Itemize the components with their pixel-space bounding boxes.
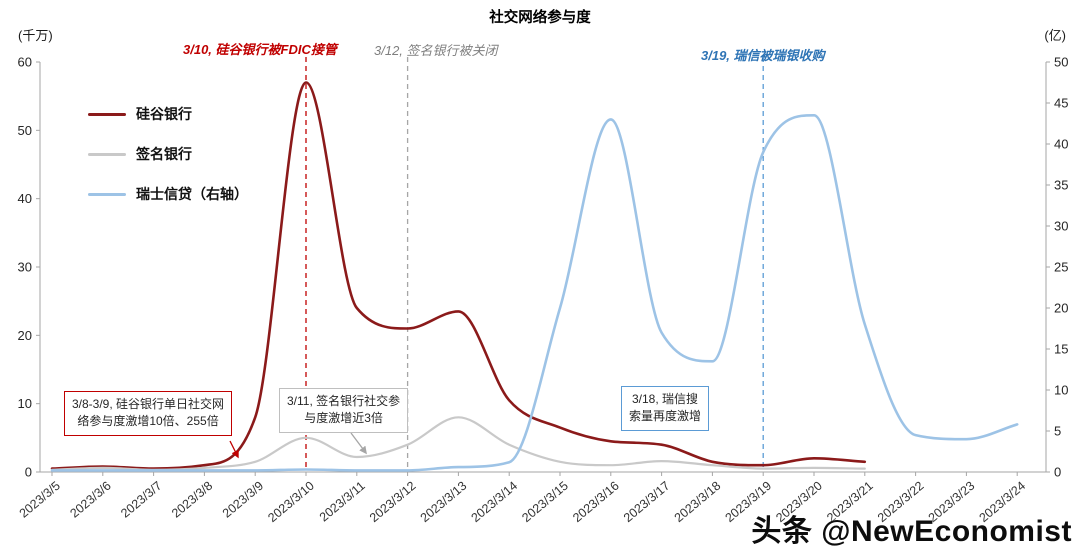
y-axis-right-tick-label: 15 <box>1054 342 1068 357</box>
legend-label-svb: 硅谷银行 <box>136 106 192 122</box>
y-axis-right-tick-label: 45 <box>1054 96 1068 111</box>
legend-item-credit-suisse: 瑞士信贷（右轴） <box>88 184 248 204</box>
callout-arrow-signature <box>350 432 367 455</box>
series-line-credit-suisse <box>50 114 1019 472</box>
y-axis-right-tick-label: 25 <box>1054 260 1068 275</box>
y-axis-right-tick-label: 30 <box>1054 219 1068 234</box>
legend-swatch-credit-suisse <box>88 192 126 196</box>
y-axis-left-tick-label: 40 <box>18 191 32 206</box>
series-line-signature <box>50 416 866 471</box>
y-axis-right-tick-label: 40 <box>1054 137 1068 152</box>
callout-svb-line: 3/8-3/9, 硅谷银行单日社交网 <box>72 397 225 411</box>
legend-item-svb: 硅谷银行 <box>88 104 192 124</box>
callout-credit-suisse: 3/18, 瑞信搜 索量再度激增 <box>621 386 710 431</box>
callout-arrow-svb <box>229 440 239 459</box>
x-axis-tick-label: 2023/3/9 <box>220 479 266 521</box>
x-axis-tick-label: 2023/3/6 <box>67 479 113 521</box>
legend-swatch-svb <box>88 112 126 116</box>
x-axis-tick-label: 2023/3/12 <box>367 479 419 526</box>
callout-signature-line: 与度激增近3倍 <box>304 411 383 426</box>
x-axis-tick-label: 2023/3/5 <box>17 479 63 521</box>
x-axis-tick-label: 2023/3/7 <box>118 479 164 521</box>
y-axis-right-tick-label: 0 <box>1054 465 1061 480</box>
callout-svb: 3/8-3/9, 硅谷银行单日社交网 络参与度激增10倍、255倍 <box>64 391 233 436</box>
legend-swatch-signature <box>88 152 126 156</box>
y-axis-left-tick-label: 50 <box>18 123 32 138</box>
legend-item-signature: 签名银行 <box>88 144 192 164</box>
y-axis-left-tick-label: 0 <box>25 465 32 480</box>
y-axis-right-tick-label: 10 <box>1054 383 1068 398</box>
y-axis-left-tick-label: 10 <box>18 396 32 411</box>
x-axis-tick-label: 2023/3/10 <box>265 479 317 526</box>
left-axis-unit-label: (千万) <box>18 28 53 43</box>
y-axis-right-tick-label: 35 <box>1054 178 1068 193</box>
callout-signature-line: 3/11, 签名银行社交参 <box>287 394 401 408</box>
x-axis-tick-label: 2023/3/14 <box>469 479 521 526</box>
watermark: 头条 @NewEconomist <box>751 515 1072 548</box>
y-axis-left-tick-label: 60 <box>18 55 32 70</box>
x-axis-tick-label: 2023/3/13 <box>418 479 470 526</box>
event-label-ubs-acquisition: 3/19, 瑞信被瑞银收购 <box>701 48 825 63</box>
x-axis-tick-label: 2023/3/15 <box>519 479 571 526</box>
chart-title: 社交网络参与度 <box>489 10 591 26</box>
legend-label-signature: 签名银行 <box>136 146 192 162</box>
callout-credit-suisse-line: 3/18, 瑞信搜 <box>631 392 699 406</box>
event-label-fdic-takeover: 3/10, 硅谷银行被FDIC接管 <box>183 42 337 57</box>
y-axis-right-tick-label: 50 <box>1054 55 1068 70</box>
y-axis-left-tick-label: 30 <box>18 260 32 275</box>
x-axis-tick-label: 2023/3/11 <box>317 479 368 525</box>
callout-credit-suisse-line: 索量再度激增 <box>629 409 702 424</box>
event-label-signature-closed: 3/12, 签名银行被关闭 <box>374 43 498 58</box>
x-axis-tick-label: 2023/3/18 <box>672 479 724 526</box>
legend-label-credit-suisse: 瑞士信贷（右轴） <box>136 186 248 202</box>
series-line-svb <box>50 81 867 470</box>
y-axis-right-tick-label: 20 <box>1054 301 1068 316</box>
y-axis-right-tick-label: 5 <box>1054 424 1061 439</box>
x-axis-tick-label: 2023/3/16 <box>570 479 622 526</box>
right-axis-unit-label: (亿) <box>1044 28 1066 43</box>
y-axis-left-tick-label: 20 <box>18 328 32 343</box>
x-axis-tick-label: 2023/3/8 <box>169 479 215 521</box>
x-axis-tick-label: 2023/3/17 <box>621 479 673 526</box>
callout-svb-line: 络参与度激增10倍、255倍 <box>77 414 219 429</box>
callout-signature: 3/11, 签名银行社交参 与度激增近3倍 <box>279 388 409 433</box>
